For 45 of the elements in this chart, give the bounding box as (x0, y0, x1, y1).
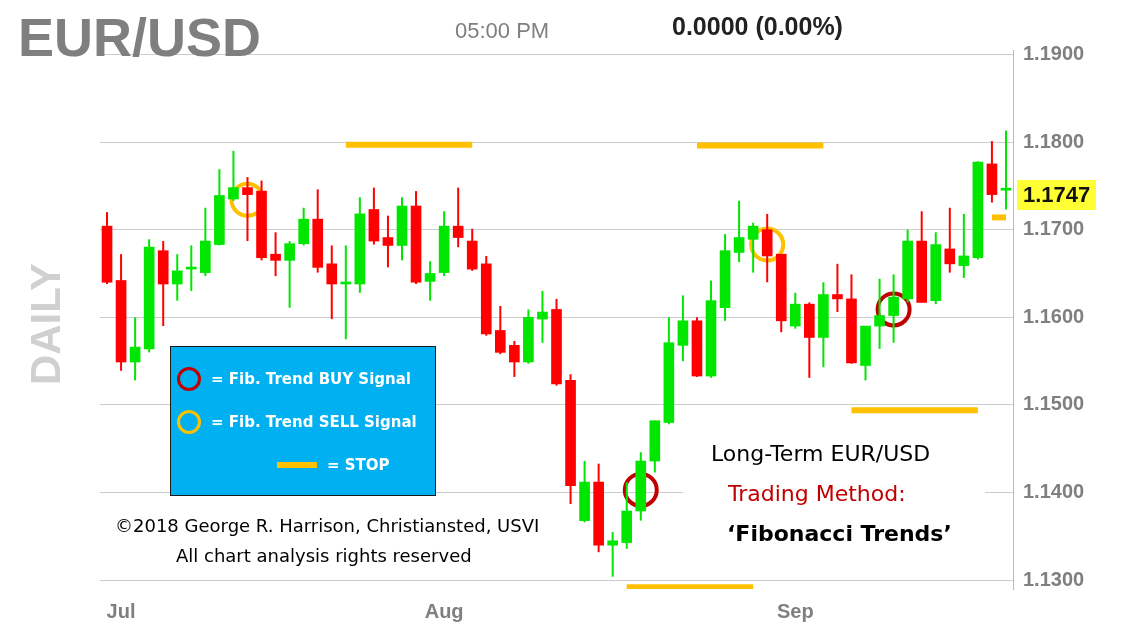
x-tick-label: Jul (106, 599, 136, 622)
x-tick-label: Aug (424, 599, 464, 622)
candlestick (832, 262, 843, 314)
candlestick (129, 316, 141, 382)
candlestick (888, 273, 899, 344)
candlestick (874, 277, 885, 350)
candlestick (789, 291, 801, 330)
annotation: Trading Method: (728, 481, 906, 506)
candlestick (242, 176, 253, 243)
y-tick-label: 1.1500 (1023, 392, 1085, 415)
annotation: Long-Term EUR/USD (711, 441, 931, 466)
candlestick (494, 304, 506, 356)
candlestick (537, 290, 548, 344)
candlestick (270, 231, 281, 278)
candlestick (452, 186, 464, 249)
candlestick (944, 206, 956, 274)
chart-title: EUR/USD (18, 6, 262, 68)
y-tick-label: 1.1900 (1023, 41, 1085, 64)
candlestick (228, 149, 239, 202)
candlestick (958, 212, 970, 279)
candlestick (733, 199, 745, 264)
candlestick (607, 531, 619, 578)
candlestick (509, 339, 520, 378)
legend-label: = Fib. Trend BUY Signal (211, 369, 411, 388)
annotation: ‘Fibonacci Trends’ (727, 521, 952, 546)
x-tick-label: Sep (776, 599, 814, 622)
legend-label: = STOP (327, 455, 390, 474)
text: 0.0000 (0.00%) (672, 12, 843, 41)
candlestick (382, 214, 394, 269)
text: 05:00 PM (455, 18, 550, 44)
candlestick (326, 244, 338, 321)
text: 1.1747 (1017, 180, 1097, 210)
candlestick (1000, 129, 1012, 211)
y-tick-label: 1.1800 (1023, 129, 1085, 152)
y-tick-label: 1.1700 (1023, 217, 1085, 240)
y-tick-label: 1.1600 (1023, 304, 1085, 327)
legend-label: = Fib. Trend SELL Signal (211, 412, 417, 431)
annotation: ©2018 George R. Harrison, Christiansted, USVI (115, 515, 540, 536)
annotation: All chart analysis rights reserved (176, 545, 472, 566)
candlestick (424, 260, 436, 302)
candlestick (171, 253, 183, 302)
candlestick (284, 240, 295, 309)
y-tick-label: 1.1400 (1023, 480, 1085, 503)
candlestick (747, 221, 759, 274)
y-tick-label: 1.1300 (1023, 567, 1085, 590)
